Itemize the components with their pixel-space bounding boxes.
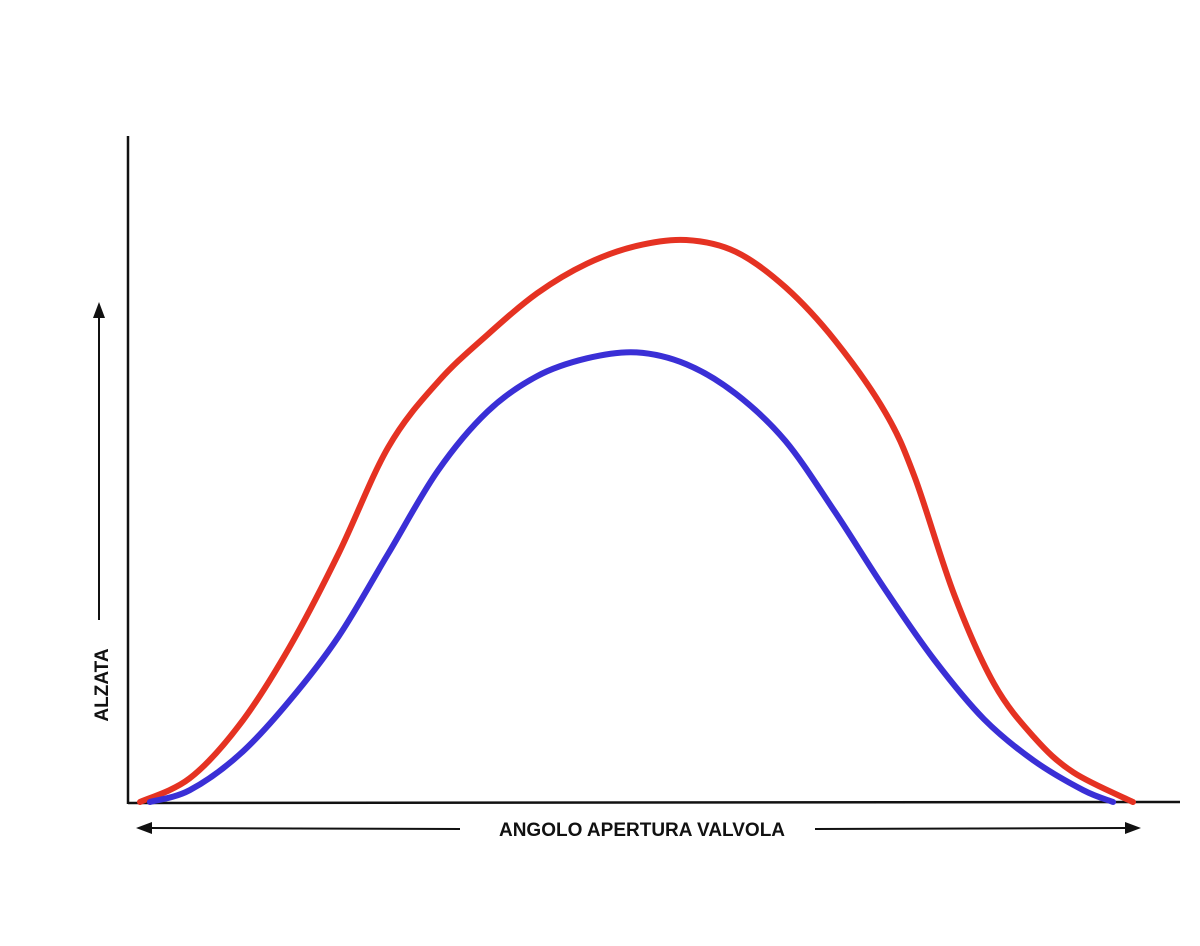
series-red-curve [137,236,1136,805]
x-arrow-head-right [1125,822,1141,834]
x-arrow-head-left [136,822,152,834]
x-axis-label: ANGOLO APERTURA VALVOLA [499,820,785,841]
y-axis-label: ALZATA [92,648,113,721]
x-arrow-line-left [149,827,461,830]
x-axis [127,800,1181,805]
x-arrow-line-right [814,827,1127,830]
y-arrow-head [93,302,105,318]
series-blue-curve [146,349,1117,805]
